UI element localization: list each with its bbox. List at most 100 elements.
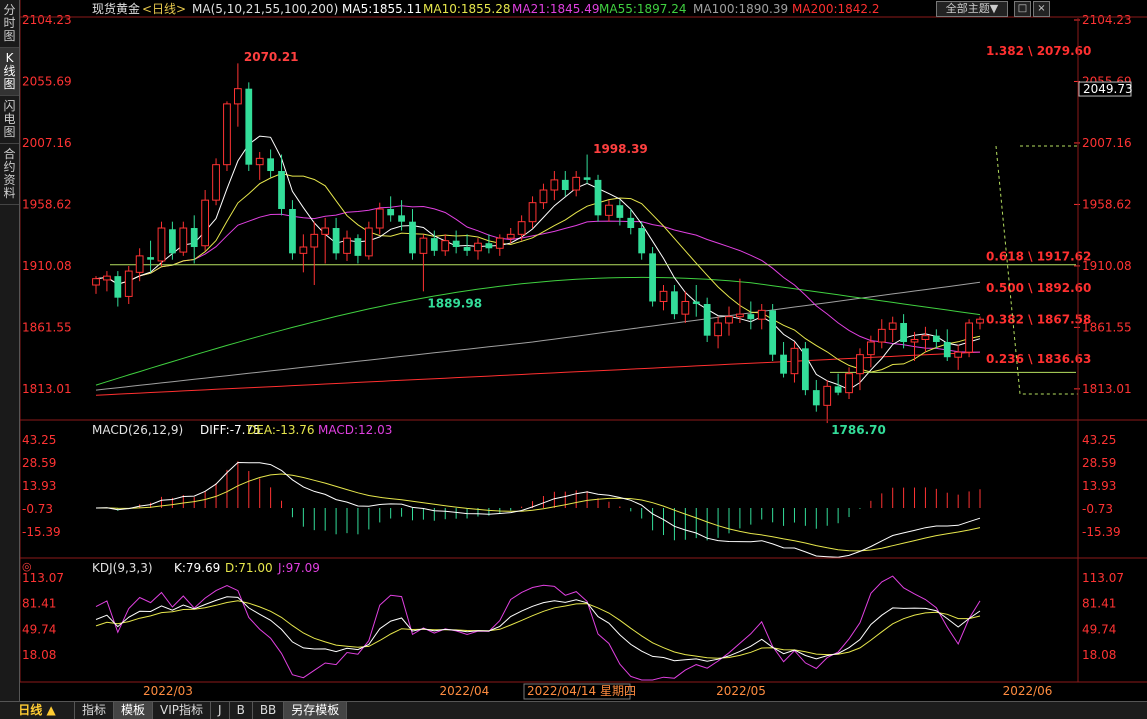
candle-body-down	[932, 335, 940, 343]
minimize-button[interactable]: □	[1014, 1, 1031, 17]
price-tick-label-left: 1958.62	[22, 197, 72, 211]
candle-body-up	[965, 322, 973, 353]
candle-body-down	[485, 243, 493, 249]
price-tick-label-right: 2104.23	[1082, 13, 1132, 27]
macd-tick-label-left: -15.39	[22, 525, 61, 539]
candle-body-up	[877, 328, 886, 343]
annotation-high: 2070.21	[244, 50, 299, 64]
price-tick-label-left: 2007.16	[22, 136, 72, 150]
ma21-line	[95, 205, 980, 353]
tab-b[interactable]: B	[230, 702, 253, 719]
kdj-tick-label-left: 113.07	[22, 571, 64, 585]
macd-tick-label-right: -0.73	[1082, 502, 1113, 516]
candle-body-up	[135, 255, 144, 273]
candle-body-up	[550, 179, 559, 191]
price-tick-label-right: 1813.01	[1082, 382, 1132, 396]
ma5-value: MA5:1855.11	[342, 2, 422, 16]
kdj-tick-label-right: 81.41	[1082, 597, 1116, 611]
bottom-toolbar: 日线 ▲ 指标 模板 VIP指标 J B BB 另存模板	[0, 701, 1147, 719]
candle-body-up	[223, 103, 231, 166]
candle-body-down	[430, 238, 438, 251]
candle-body-up	[790, 347, 799, 375]
candle-body-down	[943, 342, 951, 358]
price-tick-label-right: 2007.16	[1082, 136, 1132, 150]
candle-body-down	[267, 158, 275, 172]
price-tick-label-left: 1910.08	[22, 259, 72, 273]
macd-tick-label-right: -15.39	[1082, 525, 1121, 539]
tab-timeshare[interactable]: 分时图	[0, 0, 19, 48]
candle-body-up	[572, 176, 581, 191]
candle-body-up	[845, 373, 853, 394]
ma10-line	[95, 172, 981, 373]
tab-save-template[interactable]: 另存模板	[284, 702, 348, 719]
candle-body-down	[692, 301, 700, 305]
kdj-d-line	[95, 600, 981, 659]
macd-tick-label-right: 13.93	[1082, 479, 1116, 493]
candle-body-up	[910, 338, 919, 343]
period-tag: <日线>	[142, 2, 186, 16]
candle-body-up	[517, 221, 526, 235]
candle-body-up	[539, 189, 548, 204]
fibonacci-label: 0.500 \ 1892.60	[986, 281, 1091, 295]
kdj-j-line	[95, 575, 981, 681]
annotation-local-high: 1998.39	[593, 142, 648, 156]
fibonacci-label: 0.382 \ 1867.58	[986, 313, 1091, 327]
macd-value: MACD:12.03	[318, 423, 392, 437]
ma-params: MA(5,10,21,55,100,200)	[192, 2, 338, 16]
date-axis-label: 2022/05	[716, 684, 766, 698]
tab-j[interactable]: J	[211, 702, 230, 719]
kdj-tick-label-right: 18.08	[1082, 648, 1116, 662]
kdj-d: D:71.00	[225, 561, 273, 575]
candle-body-down	[278, 171, 285, 210]
candle-body-down	[354, 238, 362, 256]
tab-contract-info[interactable]: 合约资料	[0, 144, 19, 205]
candle-body-down	[387, 209, 395, 216]
candle-body-up	[157, 227, 166, 262]
current-price-box	[1078, 81, 1132, 97]
candle-body-up	[255, 157, 264, 166]
candle-body-down	[812, 390, 820, 406]
candle-body-down	[583, 177, 591, 180]
candle-body-down	[561, 179, 569, 191]
candle-body-up	[321, 227, 330, 235]
annotation-local-low: 1889.98	[427, 296, 482, 310]
ma100-value: MA100:1890.39	[693, 2, 788, 16]
tab-vip-indicator[interactable]: VIP指标	[153, 702, 212, 719]
candle-body-down	[671, 291, 678, 315]
candle-body-up	[823, 385, 832, 406]
macd-diff-line	[95, 461, 981, 558]
candle-body-up	[375, 208, 384, 229]
chart-canvas[interactable]: 现货黄金 <日线> MA(5,10,21,55,100,200) MA5:185…	[20, 0, 1147, 701]
price-tick-label-left: 1813.01	[22, 382, 72, 396]
macd-tick-label-right: 43.25	[1082, 433, 1116, 447]
tab-bb[interactable]: BB	[253, 702, 285, 719]
candle-body-down	[769, 310, 777, 355]
ma55-value: MA55:1897.24	[599, 2, 687, 16]
candle-body-up	[92, 278, 100, 286]
tab-kline[interactable]: K线图	[0, 48, 19, 96]
candle-body-down	[463, 247, 471, 251]
date-axis-label: 2022/06	[1003, 684, 1053, 698]
candle-body-up	[310, 233, 319, 248]
period-selector[interactable]: 日线 ▲	[0, 702, 75, 719]
candle-body-up	[856, 354, 864, 375]
candle-body-up	[528, 202, 537, 223]
close-button[interactable]: ×	[1033, 1, 1050, 17]
date-axis-label: 2022/04	[439, 684, 489, 698]
fibonacci-label: 0.618 \ 1917.62	[986, 249, 1091, 263]
crosshair-date-label: 2022/04/14 星期四	[527, 684, 636, 698]
tab-lightning[interactable]: 闪电图	[0, 96, 19, 144]
theme-select-button[interactable]: 全部主题▼	[936, 1, 1008, 17]
candle-body-down	[780, 354, 787, 374]
candle-body-up	[419, 237, 428, 254]
tab-template[interactable]: 模板	[114, 702, 154, 719]
candle-body-up	[124, 270, 133, 297]
candle-body-down	[114, 276, 122, 298]
price-tick-label-left: 2055.69	[22, 74, 72, 88]
macd-tick-label-left: -0.73	[22, 502, 53, 516]
kdj-tick-label-right: 113.07	[1082, 571, 1124, 585]
candle-body-down	[289, 209, 296, 254]
candle-body-down	[594, 179, 602, 216]
tab-indicator[interactable]: 指标	[75, 702, 115, 719]
